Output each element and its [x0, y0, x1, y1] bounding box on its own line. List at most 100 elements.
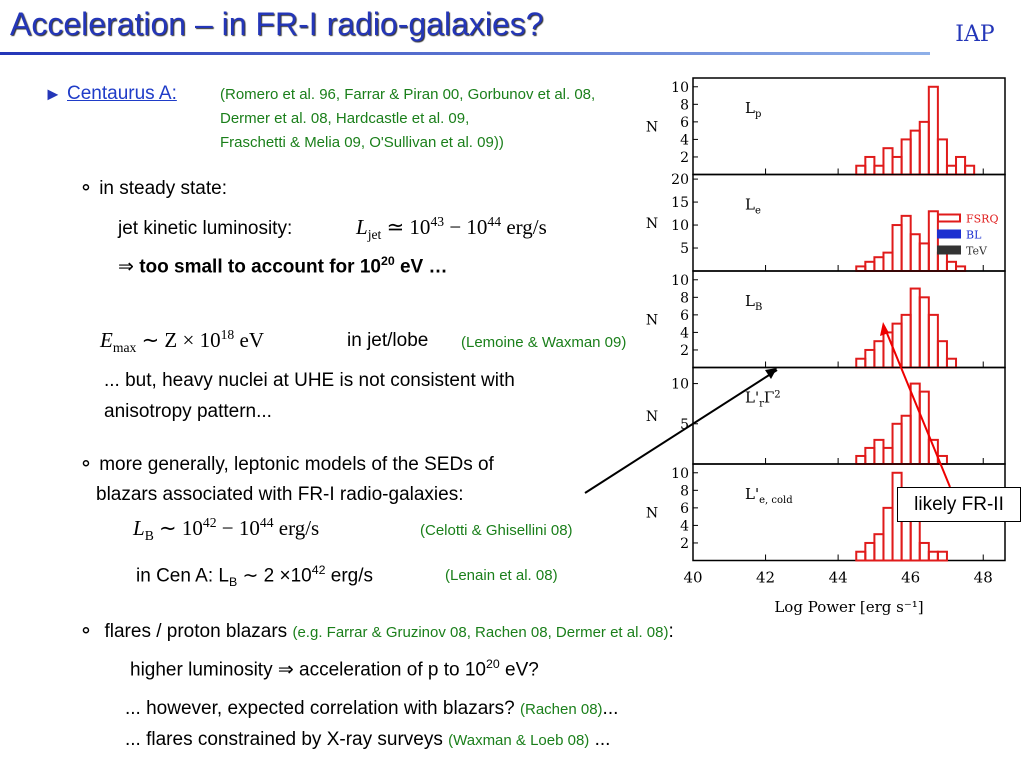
link[interactable]: Centaurus A:: [67, 83, 177, 104]
superscript: 42: [202, 515, 217, 530]
text: ∼ 10: [159, 516, 203, 540]
formula: Ljet ≃ 1043 − 1044 erg/s: [356, 214, 547, 243]
text: in jet/lobe: [347, 330, 429, 351]
histogram-bar: [891, 322, 903, 369]
panel-frame: [692, 77, 1006, 176]
arrow-head: [880, 322, 889, 336]
label-part: L': [745, 485, 759, 503]
y-tick-label: 6: [680, 115, 689, 131]
x-tick-label: 48: [974, 569, 993, 587]
text: in Cen A: L: [136, 565, 229, 587]
label-part: B: [755, 302, 762, 313]
histogram-bar: [882, 147, 894, 176]
histogram-bar: [891, 224, 903, 273]
text: ... flares constrained by X-ray surveys: [125, 729, 443, 750]
panel-frame: [692, 366, 1006, 465]
histogram-bar: [873, 256, 885, 273]
symbol: ⇒: [277, 659, 294, 681]
reference: (Romero et al. 96, Farrar & Piran 00, Go…: [220, 86, 596, 103]
histogram-bar: [945, 260, 958, 272]
y-tick-label: 4: [680, 518, 689, 534]
histogram-bar: [882, 251, 894, 273]
text: higher luminosity ⇒ acceleration of p to…: [130, 657, 539, 681]
histogram-bar: [918, 120, 930, 176]
text: blazars associated with FR-I radio-galax…: [96, 484, 464, 505]
y-tick-label: 6: [680, 501, 689, 517]
histogram-bar: [936, 138, 948, 176]
histogram-bar: [873, 533, 885, 562]
subscript: B: [228, 575, 238, 590]
callout: likely FR-II: [897, 487, 1021, 522]
subscript: B: [144, 528, 154, 544]
histogram-bar: [855, 357, 867, 369]
bullet: ⚬ flares / proton blazars (e.g. Farrar &…: [78, 621, 674, 642]
histogram-bar: [927, 313, 939, 369]
text: ∼ Z × 10: [141, 328, 221, 352]
y-tick-label: 8: [680, 290, 689, 306]
text: 2 ×10: [263, 565, 312, 587]
text: erg/s: [506, 215, 547, 239]
x-axis-label: Log Power [erg s⁻¹]: [774, 598, 923, 616]
histogram-bar: [909, 233, 921, 273]
histogram-bar: [891, 155, 903, 176]
pointer-arrow: [584, 369, 778, 494]
text: ... but, heavy nuclei at UHE is not cons…: [104, 370, 515, 391]
text: erg/s: [278, 516, 320, 540]
symbol: L: [133, 516, 145, 540]
histogram-bar: [864, 260, 876, 272]
label-part: r: [759, 399, 764, 410]
text: ... flares constrained by X-ray surveys …: [125, 729, 610, 751]
text: higher luminosity: [130, 659, 278, 681]
text: − 10: [449, 215, 488, 239]
y-tick-label: 2: [680, 343, 689, 359]
text: acceleration of p to 10: [293, 659, 487, 681]
y-tick-label: 5: [680, 241, 689, 257]
panel-label: Le: [745, 196, 761, 217]
text: − 10: [221, 516, 260, 540]
panel-label: Lp: [745, 99, 761, 120]
symbol: L: [356, 215, 368, 239]
panel-label: L'rΓ2: [745, 389, 781, 410]
label-part: e, cold: [759, 495, 793, 506]
arrow-head: [765, 368, 777, 379]
histogram-bar: [864, 541, 876, 562]
histogram-bar: [918, 296, 930, 369]
histogram-bar: [909, 129, 921, 176]
legend-swatch: [937, 245, 961, 255]
x-tick-label: 40: [683, 569, 702, 587]
y-tick-label: 10: [671, 273, 689, 289]
text: in Cen A: LB ∼ 2 ×1042 erg/s: [136, 563, 373, 589]
y-tick-label: 4: [680, 325, 689, 341]
legend-label: BL: [966, 229, 982, 242]
histogram-bar: [882, 446, 894, 465]
panel-frame: [692, 270, 1006, 369]
text: jet kinetic luminosity:: [118, 218, 293, 239]
histogram-bar: [936, 550, 948, 562]
superscript: 44: [487, 214, 502, 229]
text: ≃ 10: [386, 215, 431, 239]
y-tick-label: 8: [680, 483, 689, 499]
reference: (Rachen 08): [520, 701, 603, 718]
histogram-bar: [936, 340, 948, 369]
histogram-bar: [900, 414, 912, 465]
text: flares / proton blazars: [104, 621, 288, 642]
plot: 246810NLp5101520NLe246810NLB510NL'rΓ2246…: [646, 77, 1006, 616]
formula: Emax ∼ Z × 1018 eV: [100, 327, 264, 356]
y-axis-label: N: [646, 312, 658, 328]
superscript: 20: [486, 657, 500, 671]
histogram-bar: [918, 541, 930, 562]
histogram-bar: [927, 550, 939, 562]
label-part: Γ: [764, 389, 774, 407]
y-axis-label: N: [646, 505, 658, 521]
reference: Fraschetti & Melia 09, O'Sullivan et al.…: [220, 134, 504, 151]
histogram-bar: [855, 164, 867, 176]
superscript: 20: [380, 254, 395, 268]
text: :: [668, 621, 674, 642]
histogram-bar: [918, 242, 930, 273]
x-tick-label: 42: [756, 569, 775, 587]
text: eV …: [394, 256, 448, 278]
y-tick-label: 8: [680, 97, 689, 113]
label-part: 2: [774, 390, 780, 401]
formula: LB ∼ 1042 − 1044 erg/s: [133, 515, 319, 544]
y-tick-label: 2: [680, 150, 689, 166]
